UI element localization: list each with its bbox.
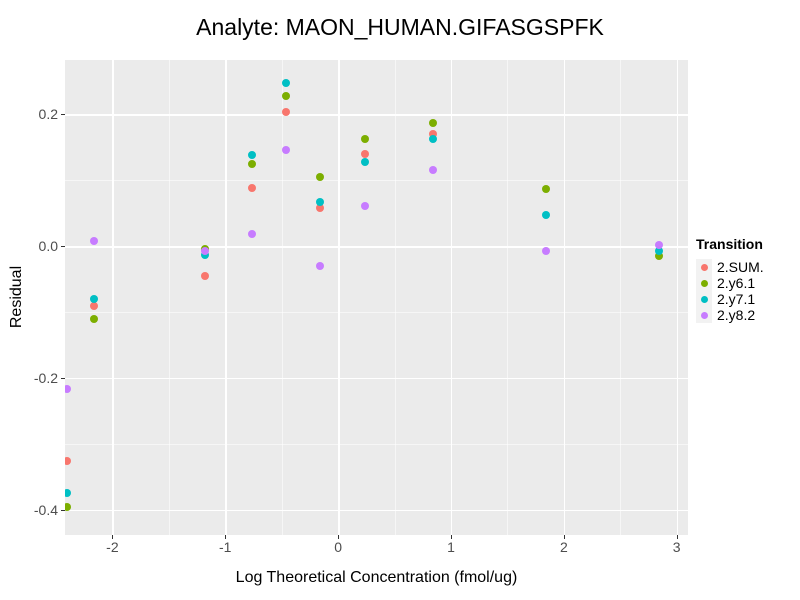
- legend-swatch-icon: [700, 279, 708, 287]
- legend-key: [696, 291, 712, 307]
- data-point-2.SUM.: [248, 183, 257, 192]
- gridline-major-vertical: [338, 60, 340, 535]
- x-tick-label: 2: [559, 539, 568, 555]
- data-point-2.y6.1: [316, 173, 325, 182]
- data-point-2.SUM.: [65, 457, 72, 466]
- plot-title: Analyte: MAON_HUMAN.GIFASGSPFK: [196, 14, 604, 40]
- data-point-2.y7.1: [360, 157, 369, 166]
- legend-item-2.y8.2: 2.y8.2: [696, 307, 764, 323]
- x-tick-label: 1: [447, 539, 455, 555]
- legend-item-2.SUM.: 2.SUM.: [696, 259, 764, 275]
- plot-panel: [65, 60, 688, 535]
- y-tick-label: 0.0: [38, 238, 58, 255]
- gridline-major-vertical: [225, 60, 227, 535]
- gridline-minor-vertical: [620, 60, 622, 535]
- data-point-2.SUM.: [200, 271, 209, 280]
- gridline-major-horizontal: [65, 114, 688, 116]
- x-tick-label: -1: [219, 539, 232, 555]
- legend-item-2.y6.1: 2.y6.1: [696, 275, 764, 291]
- x-tick-mark: [450, 535, 452, 539]
- gridline-minor-horizontal: [65, 180, 688, 182]
- data-point-2.y7.1: [316, 197, 325, 206]
- legend-item-2.y7.1: 2.y7.1: [696, 291, 764, 307]
- legend-swatch-icon: [700, 295, 708, 303]
- data-point-2.y8.2: [90, 236, 99, 245]
- data-point-2.y7.1: [90, 294, 99, 303]
- gridline-major-vertical: [676, 60, 679, 535]
- data-point-2.SUM.: [316, 203, 325, 212]
- legend-items: 2.SUM. 2.y6.1 2.y7.1 2.y8.2: [696, 259, 764, 323]
- data-point-2.SUM.: [90, 302, 99, 311]
- data-point-2.y6.1: [654, 251, 663, 260]
- data-point-2.y8.2: [200, 247, 209, 256]
- data-point-2.y6.1: [541, 184, 550, 193]
- x-tick-label: 3: [672, 539, 681, 555]
- data-point-2.y6.1: [428, 119, 437, 128]
- gridline-major-horizontal: [65, 246, 688, 248]
- gridline-major-horizontal: [65, 377, 688, 380]
- legend-item-label: 2.y7.1: [717, 291, 756, 307]
- x-tick-mark: [112, 535, 114, 539]
- y-axis-title: Residual: [8, 265, 25, 329]
- data-point-2.y7.1: [654, 247, 663, 256]
- data-point-2.y7.1: [541, 211, 550, 220]
- data-point-2.y6.1: [360, 135, 369, 144]
- x-tick-mark: [225, 535, 227, 539]
- legend-key: [696, 275, 712, 291]
- legend: Transition 2.SUM. 2.y6.1 2.y7.1 2.y8.2: [696, 236, 764, 323]
- y-tick-mark: [61, 246, 65, 248]
- data-point-2.SUM.: [360, 149, 369, 158]
- y-tick-label: -0.4: [33, 501, 58, 518]
- data-point-2.y6.1: [90, 314, 99, 323]
- data-point-2.y8.2: [316, 262, 325, 271]
- data-point-2.y8.2: [65, 384, 72, 393]
- x-tick-label: -2: [106, 539, 119, 555]
- data-point-2.y7.1: [65, 489, 72, 498]
- gridline-minor-horizontal: [65, 312, 688, 313]
- data-point-2.y8.2: [282, 145, 291, 154]
- x-tick-mark: [676, 535, 678, 539]
- data-point-2.y6.1: [282, 91, 291, 100]
- legend-swatch-icon: [700, 263, 708, 271]
- y-tick-mark: [61, 509, 65, 511]
- data-point-2.y7.1: [428, 135, 437, 144]
- y-tick-label: -0.2: [33, 369, 58, 386]
- gridline-minor-vertical: [394, 60, 396, 535]
- x-axis-title: Log Theoretical Concentration (fmol/ug): [235, 569, 518, 586]
- gridline-major-vertical: [112, 60, 114, 535]
- data-point-2.y7.1: [282, 79, 291, 88]
- data-point-2.y7.1: [248, 151, 257, 159]
- legend-title: Transition: [696, 236, 763, 252]
- x-tick-mark: [338, 535, 340, 539]
- gridline-major-vertical: [563, 60, 566, 535]
- legend-key: [696, 307, 712, 323]
- gridline-minor-horizontal: [65, 443, 688, 445]
- data-point-2.y8.2: [248, 229, 257, 238]
- data-point-2.SUM.: [428, 129, 437, 138]
- legend-item-label: 2.y6.1: [717, 275, 756, 291]
- gridline-minor-vertical: [281, 60, 283, 535]
- data-point-2.y8.2: [654, 241, 663, 250]
- data-point-2.SUM.: [282, 108, 291, 117]
- legend-key: [696, 259, 712, 275]
- legend-item-label: 2.y8.2: [717, 307, 756, 323]
- data-point-2.y8.2: [428, 165, 437, 174]
- gridline-major-vertical: [450, 60, 453, 535]
- data-point-2.y8.2: [360, 202, 369, 211]
- gridline-minor-vertical: [507, 60, 509, 535]
- x-tick-mark: [563, 535, 565, 539]
- gridline-minor-vertical: [168, 60, 170, 535]
- y-tick-mark: [61, 114, 65, 116]
- y-tick-label: 0.2: [38, 106, 58, 123]
- data-point-2.y8.2: [541, 247, 550, 256]
- x-tick-label: 0: [334, 539, 343, 555]
- gridline-major-horizontal: [65, 509, 688, 512]
- data-point-2.y6.1: [248, 159, 257, 168]
- data-point-2.y6.1: [65, 503, 72, 512]
- y-tick-mark: [61, 377, 65, 379]
- legend-item-label: 2.SUM.: [717, 259, 764, 275]
- legend-swatch-icon: [700, 311, 708, 319]
